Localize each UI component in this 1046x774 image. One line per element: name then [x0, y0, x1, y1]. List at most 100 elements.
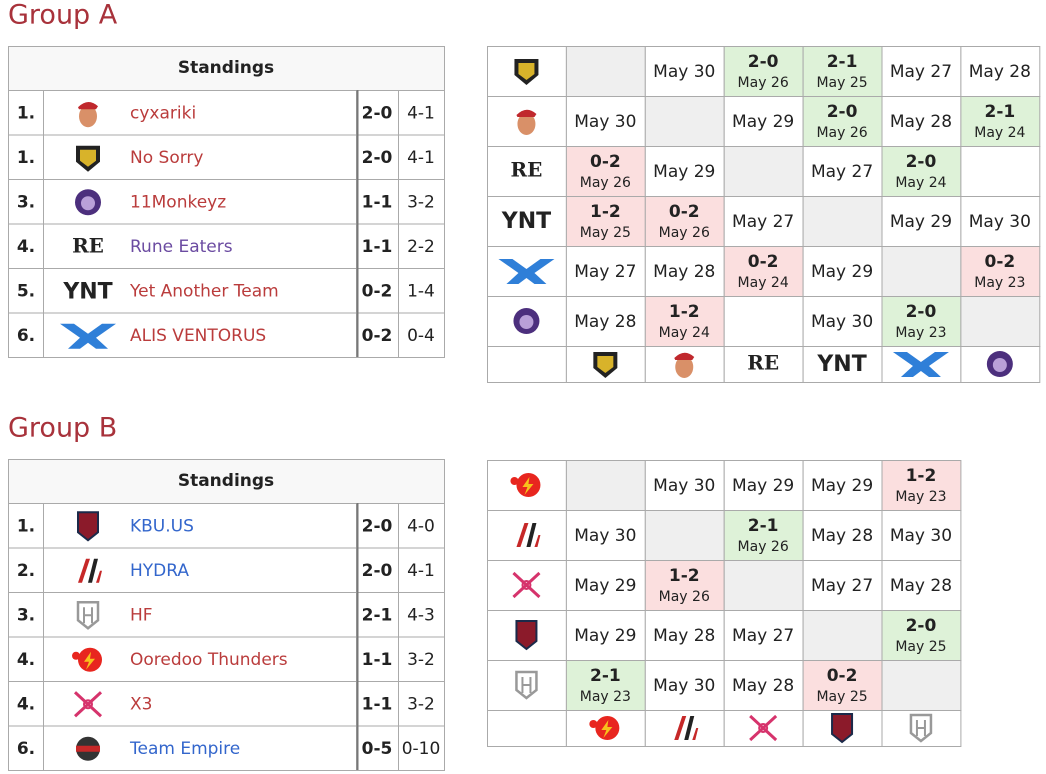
match-score: 0-2: [362, 326, 393, 346]
team-logo: [75, 189, 101, 216]
logo-shape: [831, 713, 854, 744]
team-name[interactable]: Rune Eaters: [130, 237, 233, 257]
team-logo: [892, 352, 949, 377]
match-result: 2-0: [906, 302, 937, 322]
rank: 4.: [17, 694, 35, 714]
match-cell: [356, 681, 399, 727]
match-date: May 25: [816, 75, 867, 91]
match-cell: [644, 660, 725, 711]
match-date: May 28: [574, 312, 636, 332]
team-name[interactable]: KBU.US: [130, 516, 194, 536]
rank: 1.: [17, 516, 35, 536]
logo-shape: [534, 535, 541, 547]
logo-shape: [515, 670, 538, 700]
team-name[interactable]: HYDRA: [130, 561, 189, 581]
match-result: 1-2: [590, 202, 621, 222]
logo-shape: [73, 691, 103, 718]
match-cell: [644, 296, 725, 347]
match-date: May 28: [653, 262, 715, 282]
logo-shape: RE: [747, 351, 779, 375]
rank: 6.: [17, 326, 35, 346]
match-cell: [565, 560, 646, 611]
logo-shape: [72, 651, 80, 660]
team-logo: [73, 691, 103, 718]
match-date: May 28: [890, 576, 952, 596]
match-date: May 30: [811, 312, 873, 332]
games-cell: [398, 312, 445, 358]
match-result: 1-2: [669, 302, 700, 322]
match-date: May 25: [580, 225, 631, 241]
logo-shape: [83, 699, 93, 710]
match-cell: [565, 46, 646, 97]
match-date: May 26: [738, 539, 789, 555]
match-cell: [881, 560, 962, 611]
logo-shape: [515, 620, 538, 651]
team-name[interactable]: ALIS VENTORUS: [130, 326, 266, 346]
rank: 4.: [17, 237, 35, 257]
match-cell: [565, 196, 646, 247]
logo-shape: [76, 745, 100, 752]
team-logo: YNT: [501, 209, 551, 234]
match-result: 2-0: [906, 152, 937, 172]
match-cell: [723, 146, 804, 197]
corner-cell: [487, 710, 567, 747]
match-date: May 23: [895, 489, 946, 505]
corner-cell: [487, 346, 567, 383]
team-logo: [593, 352, 618, 378]
logo-shape: [892, 352, 949, 377]
match-cell: [802, 510, 883, 561]
rank: 4.: [17, 650, 35, 670]
match-cell: [960, 296, 1041, 347]
match-date: May 26: [659, 589, 710, 605]
match-date: May 23: [580, 689, 631, 705]
match-cell: [881, 610, 962, 661]
logo-shape: [80, 149, 96, 167]
team-name[interactable]: Yet Another Team: [129, 281, 279, 301]
team-logo: [512, 571, 541, 599]
team-logo: [76, 145, 100, 172]
rank-cell: [8, 90, 44, 136]
rank: 6.: [17, 739, 35, 759]
match-date: May 24: [974, 125, 1025, 141]
team-cell: [43, 547, 357, 593]
game-score: 4-3: [407, 605, 435, 625]
logo-shape: [84, 651, 95, 670]
team-name[interactable]: cyxariki: [130, 103, 196, 123]
game-score: 3-2: [407, 650, 435, 670]
logo-cell: [723, 346, 804, 383]
match-cell: [356, 312, 399, 358]
match-cell: [356, 223, 399, 269]
match-cell: [644, 610, 725, 661]
team-name[interactable]: No Sorry: [130, 148, 203, 168]
match-score: 0-2: [362, 281, 393, 301]
match-score: 1-1: [362, 650, 393, 670]
team-name[interactable]: Ooredoo Thunders: [130, 650, 288, 670]
team-name[interactable]: HF: [130, 605, 153, 625]
match-date: May 28: [969, 62, 1031, 82]
match-cell: [802, 610, 883, 661]
game-score: 4-1: [407, 103, 435, 123]
match-cell: [881, 146, 962, 197]
standings-header: [8, 46, 445, 91]
logo-shape: [518, 63, 535, 80]
team-logo: [516, 523, 541, 547]
match-date: May 26: [659, 225, 710, 241]
logo-shape: [96, 570, 102, 583]
match-date: May 27: [811, 162, 873, 182]
match-cell: [565, 660, 646, 711]
logo-shape: [597, 356, 614, 373]
team-logo: RE: [511, 158, 543, 182]
match-date: May 30: [890, 526, 952, 546]
logo-shape: [909, 713, 933, 743]
team-name[interactable]: X3: [130, 694, 152, 714]
logo-shape: [601, 720, 613, 738]
rank-cell: [8, 312, 44, 358]
logo-shape: RE: [72, 233, 104, 257]
match-cell: [723, 560, 804, 611]
team-name[interactable]: 11Monkeyz: [130, 192, 226, 212]
match-result: 2-1: [984, 102, 1015, 122]
logo-shape: [512, 571, 541, 599]
logo-shape: [517, 113, 536, 135]
team-name[interactable]: Team Empire: [129, 739, 240, 759]
